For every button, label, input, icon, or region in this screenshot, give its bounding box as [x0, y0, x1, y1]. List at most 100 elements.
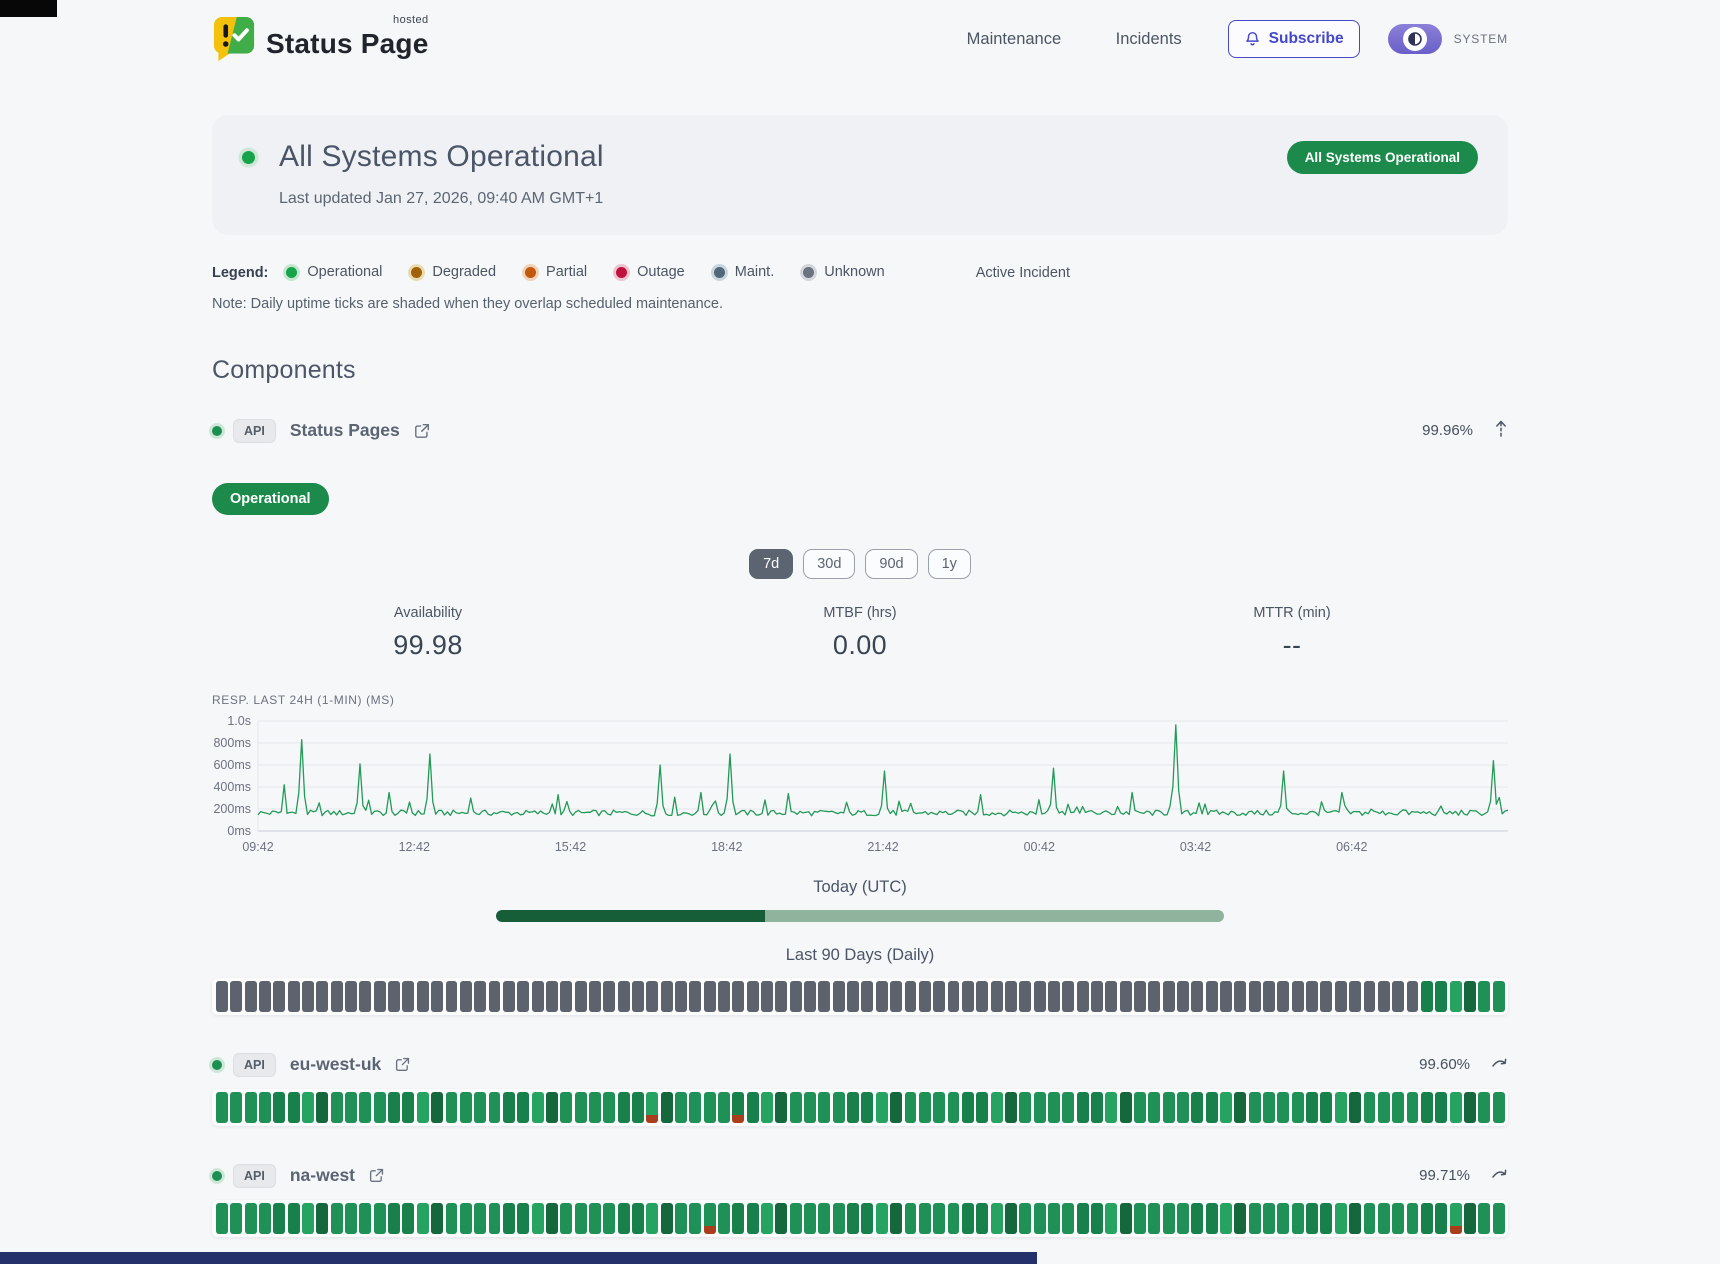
uptime-percentage: 99.60% [1419, 1056, 1470, 1073]
uptime-tick [1033, 1202, 1046, 1234]
status-dot-operational-icon [212, 425, 222, 436]
uptime-tick [230, 1091, 243, 1123]
uptime-tick [1220, 980, 1233, 1012]
component-name: eu-west-uk [289, 1054, 382, 1074]
component-name: na-west [289, 1165, 355, 1185]
uptime-tick [933, 1091, 946, 1123]
legend-item: Operational [286, 264, 382, 280]
external-link-icon[interactable] [413, 422, 431, 440]
uptime-tick [947, 1202, 960, 1234]
brand[interactable]: Status Page hosted [212, 13, 428, 65]
screen-artifact-top-left [0, 0, 57, 17]
uptime-tick [904, 980, 917, 1012]
uptime-tick [1004, 1202, 1017, 1234]
uptime-tick [502, 1202, 515, 1234]
theme-toggle[interactable] [1387, 24, 1442, 54]
uptime-tick [861, 1091, 874, 1123]
uptime-tick [861, 980, 874, 1012]
uptime-tick [617, 1091, 630, 1123]
component-section-na-west: API na-west 99.71% [212, 1163, 1508, 1237]
legend-item-label: Operational [307, 264, 383, 280]
component-name: Status Pages [289, 420, 400, 440]
uptime-tick [445, 1202, 458, 1234]
uptime-tick [345, 1202, 358, 1234]
uptime-tick [631, 980, 644, 1012]
uptime-tick [1134, 1091, 1146, 1123]
uptime-tick [259, 1202, 271, 1234]
legend-dot-icon [713, 266, 725, 278]
uptime-tick [474, 980, 487, 1012]
uptime-tick [603, 980, 616, 1012]
uptime-tick [488, 1202, 501, 1234]
uptime-tick [1277, 1202, 1290, 1234]
uptime-tick [1191, 980, 1204, 1012]
stats-row: Availability 99.98 MTBF (hrs) 0.00 MTTR … [212, 605, 1508, 661]
uptime-tick [388, 1091, 401, 1123]
legend-item: Partial [525, 264, 587, 280]
range-button-7d[interactable]: 7d [749, 548, 794, 579]
brand-superscript: hosted [393, 14, 429, 26]
overall-status-card: All Systems Operational All Systems Oper… [212, 115, 1508, 235]
uptime-tick [244, 980, 257, 1012]
legend-dot-icon [525, 266, 537, 278]
uptime-tick [359, 1202, 372, 1234]
uptime-tick [847, 980, 860, 1012]
component-header[interactable]: API eu-west-uk 99.60% [212, 1052, 1508, 1077]
uptime-tick [1377, 1091, 1390, 1123]
range-button-90d[interactable]: 90d [865, 548, 918, 579]
uptime-tick [1119, 980, 1132, 1012]
component-header[interactable]: API na-west 99.71% [212, 1163, 1508, 1188]
uptime-tick [1105, 1091, 1118, 1123]
uptime-tick [1062, 980, 1075, 1012]
uptime-tick [1019, 980, 1032, 1012]
nav-incidents[interactable]: Incidents [1115, 29, 1182, 48]
uptime-tick [1134, 980, 1146, 1012]
uptime-tick [1492, 1202, 1505, 1234]
range-button-1y[interactable]: 1y [927, 548, 971, 579]
legend-dot-icon [411, 266, 423, 278]
uptime-tick [646, 980, 659, 1012]
overall-status-dot-icon [242, 150, 255, 164]
uptime-tick [1162, 1202, 1175, 1234]
external-link-icon[interactable] [368, 1167, 385, 1184]
uptime-tick [230, 1202, 243, 1234]
uptime-tick [1177, 980, 1189, 1012]
svg-text:0ms: 0ms [227, 824, 251, 838]
uptime-tick [373, 1091, 386, 1123]
uptime-tick [789, 1091, 802, 1123]
subscribe-button[interactable]: Subscribe [1227, 20, 1360, 58]
nav-maintenance[interactable]: Maintenance [966, 29, 1062, 48]
external-link-icon[interactable] [394, 1056, 411, 1073]
uptime-tick [531, 1091, 544, 1123]
uptime-tick [287, 1202, 300, 1234]
uptime-tick [818, 980, 831, 1012]
expand-arrow-icon[interactable] [1491, 1167, 1508, 1185]
uptime-tick [990, 980, 1003, 1012]
component-header[interactable]: API Status Pages 99.96% [212, 418, 1508, 443]
uptime-tick [488, 980, 501, 1012]
component-tag-badge: API [233, 1163, 276, 1188]
range-button-30d[interactable]: 30d [803, 548, 856, 579]
uptime-tick [718, 980, 730, 1012]
uptime-tick [445, 980, 458, 1012]
uptime-tick [244, 1202, 257, 1234]
uptime-tick [703, 1091, 716, 1123]
uptime-tick [961, 1091, 974, 1123]
uptime-tick [1277, 1091, 1290, 1123]
legend-label: Legend: [212, 264, 269, 281]
uptime-ticks-bar [212, 977, 1508, 1015]
uptime-tick [1148, 1202, 1161, 1234]
uptime-tick [1047, 1091, 1060, 1123]
uptime-tick [1420, 1202, 1433, 1234]
overall-status-title: All Systems Operational [279, 140, 604, 173]
uptime-tick [804, 980, 817, 1012]
legend-item-label: Unknown [824, 264, 885, 280]
expand-arrow-icon[interactable] [1491, 1056, 1508, 1074]
uptime-tick [416, 1091, 429, 1123]
collapse-arrow-icon[interactable] [1494, 419, 1508, 443]
svg-text:600ms: 600ms [213, 758, 251, 772]
uptime-tick [746, 1091, 759, 1123]
uptime-tick [545, 1202, 558, 1234]
uptime-tick [402, 1091, 415, 1123]
brand-logo-icon [213, 17, 255, 61]
